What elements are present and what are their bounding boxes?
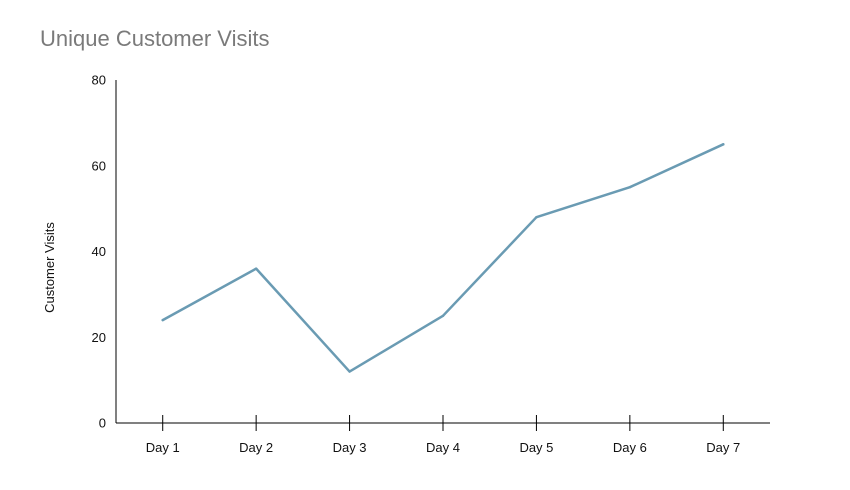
chart-title: Unique Customer Visits	[40, 26, 270, 51]
data-point	[161, 318, 164, 322]
data-point	[628, 185, 632, 189]
series-layer	[161, 143, 725, 373]
data-point	[348, 370, 351, 373]
y-tick-label: 40	[92, 244, 106, 259]
x-tick-label: Day 7	[706, 440, 740, 455]
data-point	[254, 267, 258, 270]
x-tick-label: Day 2	[239, 440, 273, 455]
data-point	[722, 143, 725, 146]
x-tick-label: Day 5	[519, 440, 553, 455]
x-tick-label: Day 3	[333, 440, 367, 455]
y-axis: 0 20 40 60 80	[92, 73, 117, 431]
y-tick-label: 80	[92, 73, 106, 88]
x-tick-label: Day 1	[146, 440, 180, 455]
series-line	[161, 143, 725, 373]
y-axis-title: Customer Visits	[42, 222, 57, 313]
y-tick-label: 60	[92, 158, 106, 173]
data-point	[535, 216, 538, 219]
data-point	[441, 314, 445, 318]
y-tick-label: 0	[99, 416, 106, 431]
x-axis: Day 1 Day 2 Day 3 Day 4 Day 5 Day 6 Day 7	[116, 415, 770, 455]
x-tick-label: Day 4	[426, 440, 460, 455]
y-tick-label: 20	[92, 330, 106, 345]
x-tick-label: Day 6	[613, 440, 647, 455]
